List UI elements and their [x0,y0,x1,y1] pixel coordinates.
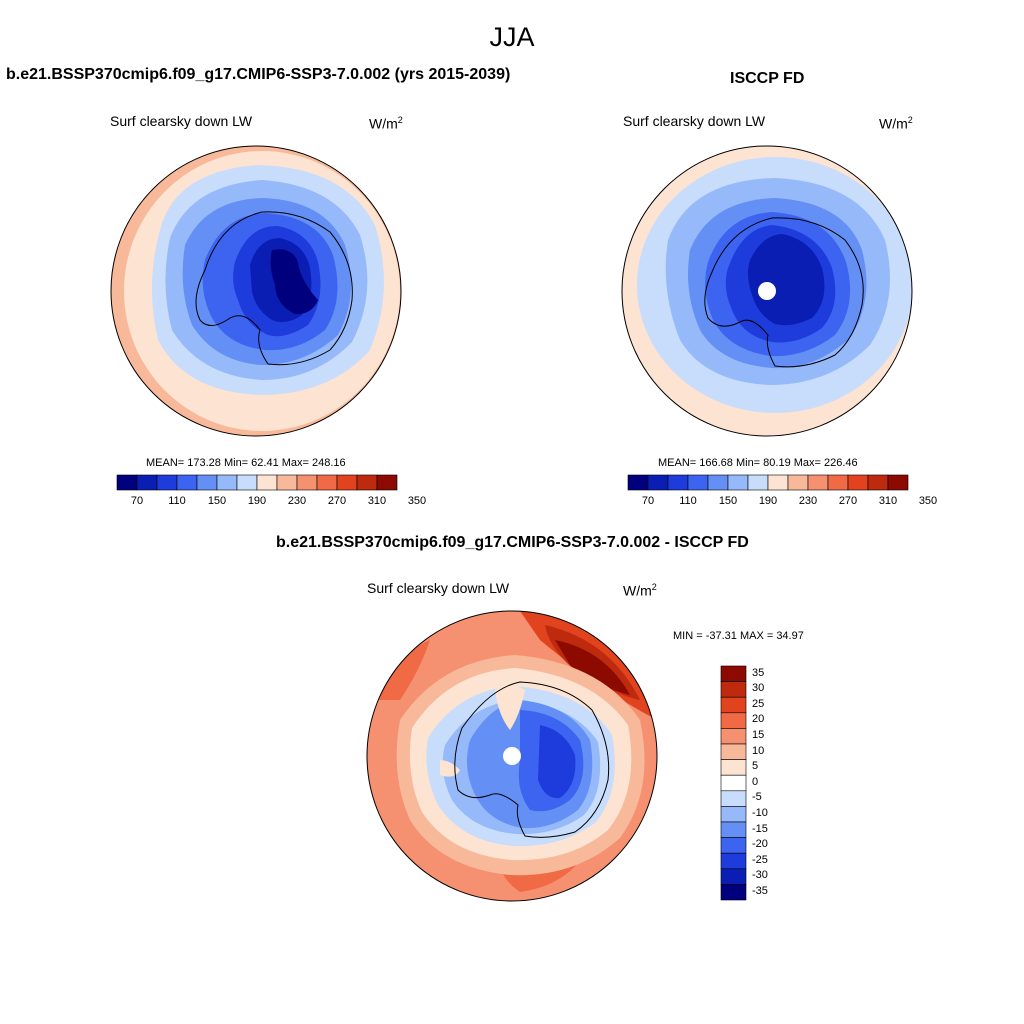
colorbar-tick-label: 310 [367,495,387,507]
colorbar-tick-label: -35 [752,885,768,897]
colorbar-tick-label: 15 [752,729,765,741]
colorbar-tick-label: 35 [752,666,765,679]
units-label-obs: W/m2 [879,115,913,132]
colorbar-swatch [720,743,747,760]
colorbar-tick-label: -15 [752,822,768,835]
colorbar-swatch [720,759,747,776]
colorbar-swatch [720,868,747,885]
colorbar-tick-label: 110 [168,495,186,507]
colorbar-swatch [720,790,747,807]
units-label-diff: W/m2 [623,582,657,599]
stats-model: MEAN= 173.28 Min= 62.41 Max= 248.16 [146,457,346,469]
colorbar-tick-label: -5 [752,791,762,804]
colorbar-swatch [720,712,747,729]
colorbar-tick-label: 10 [752,744,765,757]
colorbar-diff [720,665,747,901]
colorbar-swatch [720,681,747,698]
colorbar-swatch [720,852,747,870]
colorbar-tick-label: 350 [918,495,938,507]
colorbar-tick-label: 30 [752,682,765,695]
panel-title-obs: ISCCP FD [730,70,805,87]
colorbar-swatch [720,821,747,838]
colorbar-obs [627,474,909,491]
colorbar-tick-label: 5 [752,760,759,773]
colorbar-ticks-model: 70 110 150 190 230 270 310 350 [117,495,426,509]
colorbar-tick-label: 110 [679,495,697,507]
colorbar-ticks-obs: 70 110 150 190 230 270 310 350 [628,495,937,509]
colorbar-tick-label: -10 [752,807,768,819]
colorbar-tick-label: -25 [752,853,768,866]
figure-title: JJA [489,22,535,52]
colorbar-tick-label: 190 [247,495,267,507]
colorbar-tick-label: 230 [798,495,818,507]
variable-label-obs: Surf clearsky down LW [623,113,766,129]
variable-label-model: Surf clearsky down LW [110,113,253,129]
colorbar-swatch [720,837,747,854]
variable-label-diff: Surf clearsky down LW [367,580,510,596]
colorbar-tick-label: 350 [407,495,427,507]
colorbar-tick-label: 150 [718,495,738,507]
colorbar-tick-label: 150 [207,495,227,507]
colorbar-tick-label: 230 [287,495,307,507]
colorbar-tick-label: 0 [752,775,759,788]
colorbar-swatch [720,884,747,901]
colorbar-swatch [887,474,909,491]
panel-title-model: b.e21.BSSP370cmip6.f09_g17.CMIP6-SSP3-7.… [6,66,511,83]
colorbar-swatch [720,665,747,682]
stats-diff: MIN = -37.31 MAX = 34.97 [673,630,804,642]
colorbar-tick-label: 190 [758,495,778,507]
panel-title-diff: b.e21.BSSP370cmip6.f09_g17.CMIP6-SSP3-7.… [276,534,749,551]
units-label-model: W/m2 [369,115,403,132]
colorbar-swatch [376,474,398,491]
colorbar-tick-label: 310 [878,495,898,507]
colorbar-ticks-diff: 35 30 25 20 15 10 5 0 -5 -10 -15 -20 -25 -30 -35 [752,666,792,900]
colorbar-swatch [720,774,747,792]
colorbar-tick-label: 20 [752,713,765,726]
colorbar-swatch [720,806,747,823]
colorbar-swatch [720,728,747,745]
colorbar-tick-label: 270 [327,495,347,507]
colorbar-model [116,474,398,491]
colorbar-tick-label: 25 [752,697,765,710]
colorbar-tick-label: -30 [752,869,768,882]
stats-obs: MEAN= 166.68 Min= 80.19 Max= 226.46 [658,457,858,469]
colorbar-tick-label: -20 [752,838,768,851]
colorbar-tick-label: 70 [130,495,144,507]
colorbar-swatch [720,696,747,714]
colorbar-tick-label: 70 [641,495,655,507]
colorbar-tick-label: 270 [838,495,858,507]
